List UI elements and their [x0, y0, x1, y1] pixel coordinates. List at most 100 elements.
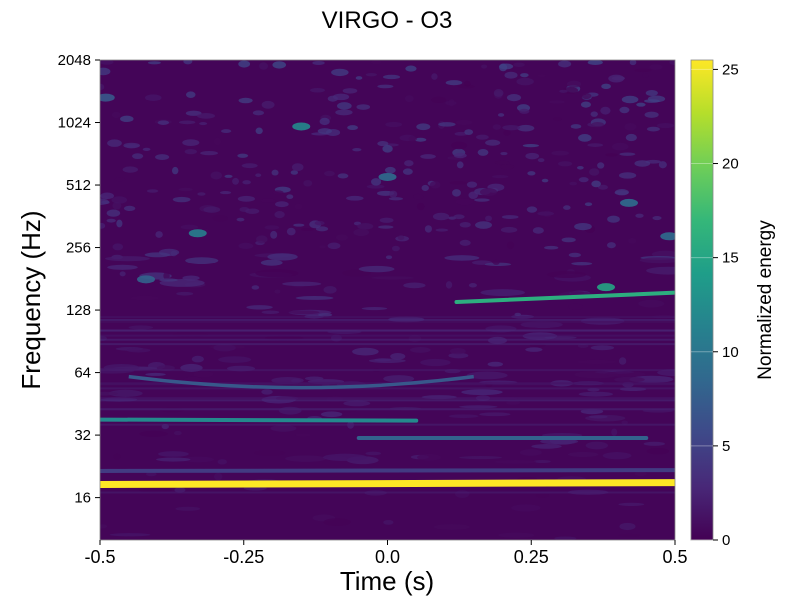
- noise-cell: [100, 222, 106, 229]
- colorbar-tick-label: 5: [722, 438, 730, 455]
- noise-cell: [197, 192, 206, 196]
- noise-cell: [567, 451, 599, 458]
- noise-cell: [219, 191, 232, 195]
- noise-cell: [346, 195, 364, 201]
- noise-cell: [602, 452, 632, 460]
- noise-cell: [532, 227, 544, 234]
- noise-cell: [466, 181, 478, 188]
- y-tick-label: 32: [74, 427, 91, 444]
- noise-cell: [272, 61, 287, 69]
- noise-cell: [494, 460, 537, 464]
- noise-cell: [218, 356, 252, 363]
- noise-cell: [459, 239, 471, 246]
- noise-cell: [404, 160, 414, 167]
- feature-layer: [100, 93, 675, 489]
- noise-cell: [546, 271, 587, 278]
- noise-cell: [286, 227, 296, 236]
- noise-cell: [111, 196, 128, 204]
- noise-cell: [111, 111, 121, 119]
- noise-cell: [275, 201, 289, 208]
- noise-cell: [224, 174, 233, 178]
- noise-cell: [517, 124, 535, 132]
- noise-cell: [246, 305, 273, 310]
- noise-cell: [649, 64, 663, 70]
- noise-cell: [139, 430, 168, 437]
- noise-cell: [107, 139, 122, 147]
- noise-cell: [185, 110, 202, 116]
- noise-cell: [600, 106, 611, 115]
- noise-cell: [629, 60, 637, 66]
- noise-cell: [185, 257, 219, 265]
- noise-cell: [421, 184, 429, 191]
- noise-cell: [238, 60, 251, 68]
- noise-cell: [123, 205, 136, 211]
- noise-cell: [466, 371, 508, 380]
- noise-cell: [574, 222, 592, 231]
- noise-cell: [261, 389, 273, 395]
- noise-cell: [492, 259, 500, 265]
- noise-cell: [457, 84, 475, 89]
- noise-cell: [171, 166, 179, 175]
- noise-cell: [638, 299, 665, 308]
- noise-cell: [500, 151, 508, 156]
- noise-cell: [155, 154, 170, 160]
- noise-cell: [158, 451, 189, 457]
- colorbar-tick-label: 25: [722, 61, 739, 78]
- noise-cell: [455, 490, 470, 498]
- noise-cell: [506, 400, 521, 405]
- noise-cell: [485, 139, 501, 146]
- noise-cell: [634, 471, 647, 477]
- noise-cell: [537, 74, 546, 78]
- noise-cell: [625, 133, 637, 142]
- noise-cell: [570, 291, 585, 295]
- noise-cell: [365, 451, 382, 456]
- noise-cell: [278, 406, 302, 415]
- noise-cell: [416, 202, 425, 211]
- noise-cell: [319, 245, 326, 249]
- noise-cell: [352, 147, 362, 152]
- noise-cell: [499, 164, 515, 170]
- noise-cell: [342, 88, 358, 94]
- y-tick-label: 512: [66, 177, 91, 194]
- noise-cell: [597, 184, 608, 190]
- noise-cell: [255, 173, 262, 177]
- noise-cell: [270, 424, 297, 432]
- chart-title: VIRGO - O3: [322, 7, 453, 34]
- noise-cell: [549, 100, 565, 104]
- noise-cell: [138, 487, 172, 493]
- noise-cell: [618, 533, 641, 537]
- energy-blob: [137, 275, 155, 284]
- noise-cell: [501, 215, 519, 219]
- noise-cell: [588, 415, 608, 419]
- noise-cell: [477, 148, 489, 156]
- noise-cell: [323, 518, 351, 526]
- noise-cell: [287, 310, 320, 315]
- x-tick-label: -0.25: [223, 547, 264, 567]
- noise-cell: [634, 68, 652, 73]
- noise-cell: [108, 389, 143, 397]
- noise-cell: [453, 152, 467, 159]
- noise-cell: [636, 102, 646, 107]
- noise-cell: [568, 252, 581, 258]
- noise-cell: [163, 271, 170, 280]
- x-axis-label: Time (s): [340, 566, 434, 596]
- colorbar-tick-label: 10: [722, 344, 739, 361]
- noise-cell: [476, 134, 489, 140]
- noise-cell: [371, 276, 414, 280]
- noise-cell: [119, 271, 126, 277]
- noise-cell: [100, 60, 114, 65]
- noise-cell: [320, 411, 343, 418]
- noise-band: [100, 318, 675, 321]
- noise-cell: [448, 352, 469, 359]
- noise-cell: [455, 119, 473, 126]
- noise-cell: [646, 126, 660, 132]
- noise-cell: [389, 190, 398, 198]
- noise-cell: [285, 455, 327, 462]
- noise-cell: [525, 347, 543, 352]
- colorbar-tick-label: 15: [722, 250, 739, 267]
- noise-cell: [156, 457, 191, 462]
- colorbar-frame: [690, 59, 714, 541]
- noise-cell: [258, 62, 269, 70]
- noise-cell: [643, 441, 666, 446]
- noise-cell: [238, 97, 253, 104]
